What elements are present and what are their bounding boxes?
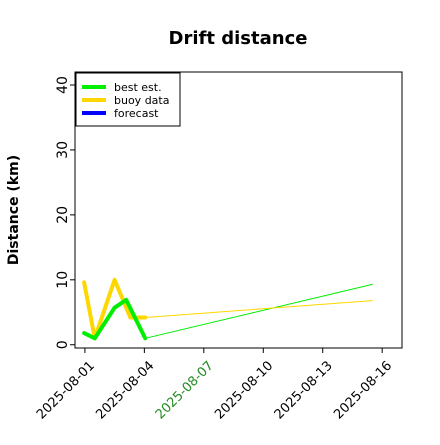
series-layer: [84, 280, 372, 339]
y-tick-label: 0: [55, 340, 71, 349]
x-tick-label: 2025-08-13: [272, 358, 336, 422]
x-tick-label: 2025-08-16: [331, 358, 395, 422]
y-tick-label: 20: [55, 206, 71, 224]
x-tick-label: 2025-08-07: [153, 358, 217, 422]
x-tick-label: 2025-08-04: [93, 358, 157, 422]
projection-line: [145, 301, 372, 318]
x-tick-label: 2025-08-01: [34, 358, 98, 422]
x-tick-label: 2025-08-10: [212, 358, 276, 422]
y-axis-label: Distance (km): [6, 155, 22, 265]
projection-line: [145, 284, 372, 338]
chart-title: Drift distance: [169, 28, 308, 49]
legend-label: buoy data: [114, 94, 169, 107]
legend-label: best est.: [114, 81, 162, 94]
y-tick-label: 30: [55, 141, 71, 159]
ticks-layer: 0102030402025-08-012025-08-042025-08-072…: [34, 76, 395, 422]
legend-label: forecast: [114, 107, 159, 120]
y-tick-label: 10: [55, 271, 71, 289]
y-tick-label: 40: [55, 76, 71, 94]
